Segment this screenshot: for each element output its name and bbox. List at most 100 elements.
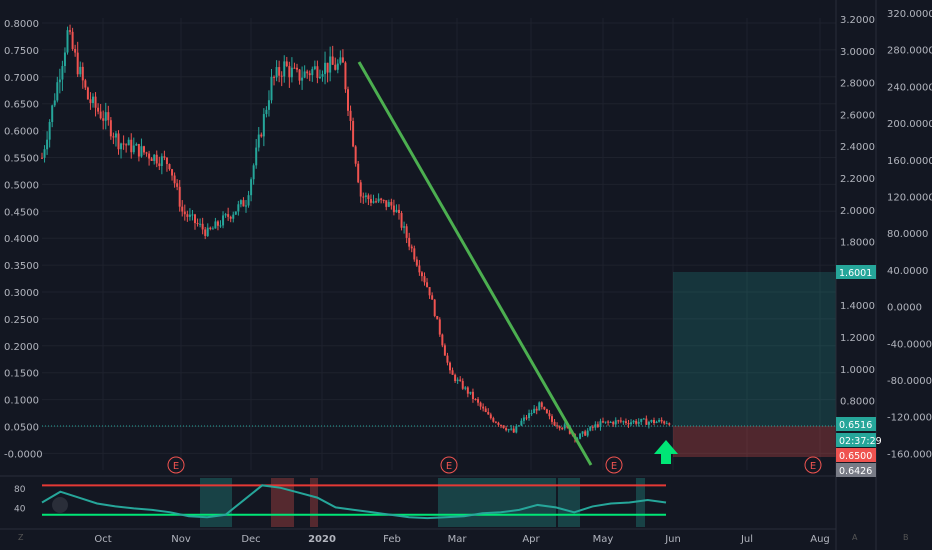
y-mid-tick: 0.8000: [840, 397, 875, 408]
candle-body: [622, 421, 625, 423]
candle-body: [454, 374, 457, 381]
candle-body: [58, 79, 61, 83]
candle-body: [377, 198, 380, 202]
price-label-box: [836, 463, 876, 477]
candle-body: [224, 214, 227, 216]
candle-body: [362, 196, 365, 198]
candle-body: [441, 334, 444, 346]
candle-body: [107, 112, 110, 121]
candle-body: [321, 74, 324, 77]
candle-body: [612, 421, 615, 425]
x-tick-label: 2020: [308, 534, 336, 545]
candle-body: [500, 424, 502, 426]
candle-body: [329, 56, 332, 73]
side-mark-left: Z: [18, 533, 24, 542]
candle-body: [466, 387, 469, 394]
y-left-tick: 0.5500: [4, 154, 39, 165]
stop-zone: [673, 426, 836, 457]
candle-body: [188, 214, 191, 217]
candle-body: [464, 387, 467, 389]
candle-body: [232, 214, 235, 219]
candle-body: [632, 420, 635, 423]
y-mid-tick: 1.0000: [840, 365, 875, 376]
candle-body: [334, 64, 337, 70]
candle-body: [364, 195, 367, 197]
y-right-tick: -160.0000: [887, 449, 932, 460]
candle-body: [199, 223, 202, 225]
candle-body: [357, 163, 360, 183]
side-mark-mid: A: [852, 533, 858, 542]
candle-body: [120, 143, 123, 150]
candle-body: [92, 96, 94, 104]
candle-body: [352, 120, 355, 147]
osc-tick: 80: [14, 485, 26, 495]
candle-body: [415, 259, 418, 266]
candle-body: [97, 107, 100, 112]
candle-body: [290, 67, 293, 78]
y-right-tick: -80.0000: [887, 376, 932, 387]
candle-body: [242, 200, 245, 207]
candle-body: [316, 66, 319, 78]
candle-body: [395, 209, 398, 213]
candle-body: [372, 201, 375, 203]
candle-body: [538, 402, 541, 411]
candle-body: [196, 223, 199, 225]
price-label-box: [836, 417, 876, 431]
x-tick-label: Jul: [740, 534, 753, 545]
oscillator-panel: 80 40: [0, 475, 836, 530]
x-tick-label: Aug: [810, 534, 830, 545]
candle-body: [296, 67, 298, 70]
candle-body: [461, 380, 464, 389]
candle-body: [191, 214, 194, 216]
candle-body: [127, 139, 130, 146]
candle-body: [173, 175, 176, 184]
candle-body: [81, 66, 84, 81]
candle-body: [507, 429, 510, 431]
candle-body: [181, 206, 184, 212]
price-labels[interactable]: 1.6001 0.6516 02:37:29 0.6500 0.6426: [836, 265, 882, 477]
candle-body: [209, 227, 212, 229]
earnings-label: E: [810, 461, 816, 472]
candle-body: [234, 211, 237, 215]
y-right-tick: 40.0000: [887, 266, 928, 277]
candle-body: [331, 56, 334, 65]
candle-body: [640, 418, 643, 422]
candle-body: [94, 96, 97, 108]
y-right-tick: 0.0000: [887, 303, 922, 314]
candle-body: [257, 134, 260, 148]
candle-body: [153, 154, 156, 161]
candle-body: [176, 183, 179, 187]
candle-body: [630, 422, 633, 425]
candle-body: [479, 402, 482, 407]
candle-body: [143, 146, 145, 153]
candle-body: [413, 248, 416, 260]
y-mid-tick: 1.4000: [840, 301, 875, 312]
candle-body: [206, 227, 209, 236]
candle-body: [380, 198, 383, 200]
candle-body: [283, 61, 286, 77]
y-right-tick: 120.0000: [887, 193, 932, 204]
candle-body: [650, 420, 653, 422]
candle-body: [561, 428, 564, 430]
candle-body: [318, 76, 321, 78]
candle-body: [114, 133, 117, 138]
earnings-label: E: [446, 461, 452, 472]
candle-body: [186, 214, 189, 217]
candle-body: [61, 66, 64, 80]
y-mid-tick: 2.4000: [840, 142, 875, 153]
candle-body: [655, 421, 658, 424]
price-label-text: 0.6500: [839, 451, 872, 462]
x-tick-label: Jun: [664, 534, 681, 545]
candle-body: [298, 69, 301, 81]
candle-body: [492, 418, 495, 422]
candle-body: [446, 355, 449, 363]
candle-body: [349, 110, 352, 121]
candle-body: [459, 379, 462, 381]
candle-body: [245, 205, 247, 207]
candle-body: [660, 419, 663, 422]
candle-body: [609, 421, 612, 423]
candle-body: [145, 152, 148, 154]
candle-body: [642, 418, 645, 420]
